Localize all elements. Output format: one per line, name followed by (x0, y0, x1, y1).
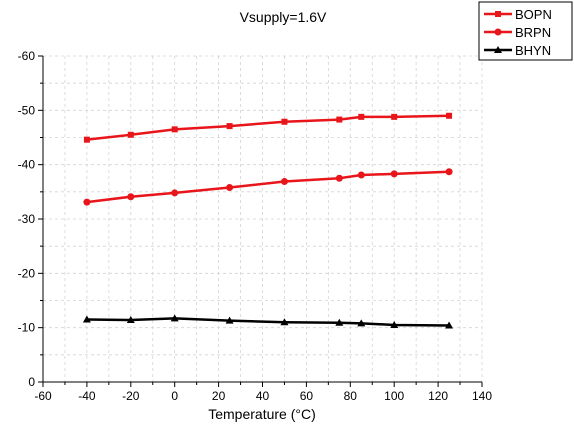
point-bhyn (82, 315, 91, 323)
point-bopn (127, 131, 134, 138)
legend-label-bopn: BOPN (515, 7, 552, 22)
point-bopn (226, 123, 233, 130)
x-tick-label: 40 (256, 389, 270, 403)
point-bhyn (357, 319, 366, 327)
point-brpn (335, 174, 343, 182)
point-bopn (446, 112, 453, 119)
point-brpn (390, 170, 398, 178)
point-bopn (281, 118, 288, 125)
legend: BOPN BRPN BHYN (478, 1, 573, 61)
x-tick-label: -20 (122, 389, 140, 403)
point-brpn (127, 193, 135, 201)
point-bopn (391, 113, 398, 120)
y-tick-label: -30 (18, 212, 36, 226)
point-bopn (336, 116, 343, 123)
grid (42, 55, 483, 383)
x-tick-label: 120 (428, 389, 448, 403)
legend-marker-brpn (494, 28, 502, 36)
legend-label-bhyn: BHYN (515, 43, 551, 58)
x-tick-label: 60 (300, 389, 314, 403)
x-tick-label: 20 (212, 389, 226, 403)
x-tick-label: 140 (472, 389, 492, 403)
point-bhyn (390, 320, 399, 328)
legend-marker-bopn (495, 11, 501, 17)
series-brpn (83, 168, 453, 206)
point-bopn (171, 126, 178, 133)
point-bhyn (225, 316, 234, 324)
series-bhyn (82, 314, 454, 329)
point-brpn (357, 171, 365, 179)
x-tick-label: -40 (78, 389, 96, 403)
point-bopn (83, 136, 90, 143)
point-brpn (226, 183, 234, 191)
y-tick-label: -20 (18, 266, 36, 280)
x-tick-label: 80 (344, 389, 358, 403)
point-bhyn (126, 316, 135, 324)
point-brpn (171, 189, 179, 197)
x-axis-label: Temperature (°C) (208, 406, 316, 422)
point-bopn (358, 113, 365, 120)
point-brpn (83, 198, 91, 206)
legend-label-brpn: BRPN (515, 25, 551, 40)
point-bhyn (280, 318, 289, 326)
y-tick-label: 0 (28, 375, 35, 389)
y-tick-label: -50 (18, 103, 36, 117)
x-tick-label: 0 (171, 389, 178, 403)
legend-marker-bhyn (494, 46, 502, 53)
y-tick-label: -60 (18, 49, 36, 63)
chart-title: Vsupply=1.6V (240, 9, 327, 25)
point-bhyn (445, 321, 454, 329)
y-tick-label: -10 (18, 321, 36, 335)
point-brpn (445, 168, 453, 176)
x-tick-label: 100 (384, 389, 404, 403)
series-bopn (83, 112, 453, 143)
point-bhyn (335, 318, 344, 326)
point-bhyn (170, 314, 179, 322)
series-group (82, 112, 454, 329)
point-brpn (280, 178, 288, 186)
axes: -60 -40 -20 0 20 40 60 80 100 120 140 0 -10 -20 -30 -40… (18, 49, 493, 403)
y-tick-label: -40 (18, 158, 36, 172)
x-tick-label: -60 (34, 389, 52, 403)
